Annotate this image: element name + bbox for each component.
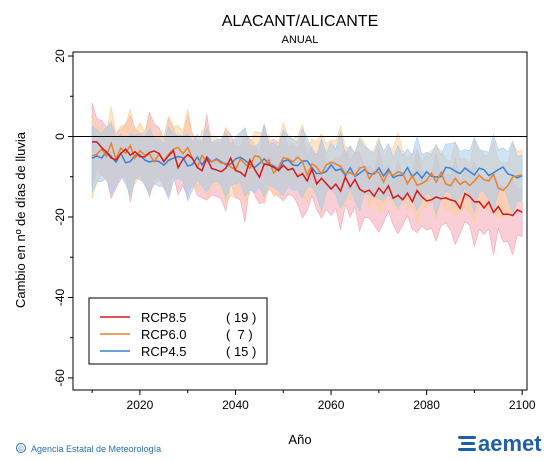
- chart-title: ALACANT/ALICANTE: [222, 13, 378, 30]
- y-axis: 20 0 -20 -40 -60: [53, 49, 73, 387]
- band-rcp45: [91, 123, 523, 216]
- credit-text: Agencia Estatal de Meteorología: [31, 444, 161, 454]
- x-tick-label: 2100: [509, 398, 536, 412]
- legend-label: RCP6.0: [141, 327, 187, 342]
- legend-count: ( 7 ): [226, 327, 253, 342]
- series-lines: [91, 140, 523, 217]
- copyright-icon: ©: [18, 445, 24, 453]
- x-axis: 2020 2040 2060 2080 2100: [91, 390, 536, 412]
- plot-area: [73, 102, 527, 256]
- legend: RCP8.5 ( 19 ) RCP6.0 ( 7 ) RCP4.5 ( 15 ): [88, 297, 268, 365]
- y-tick-label: 0: [53, 133, 67, 140]
- series-line-rcp85: [92, 140, 523, 217]
- footer-credit: © Agencia Estatal de Meteorología: [16, 443, 161, 454]
- chart-subtitle: ANUAL: [282, 34, 319, 46]
- x-tick-label: 2020: [127, 398, 154, 412]
- x-tick-label: 2040: [222, 398, 249, 412]
- y-tick-label: 20: [53, 49, 67, 63]
- plot-frame: [72, 51, 528, 391]
- series-line-rcp45: [91, 150, 523, 180]
- x-axis-label: Año: [288, 432, 311, 447]
- legend-label: RCP8.5: [141, 310, 187, 325]
- y-tick-label: -60: [53, 369, 67, 387]
- legend-count: ( 19 ): [226, 310, 256, 325]
- legend-box: [88, 297, 268, 365]
- legend-count: ( 15 ): [226, 344, 256, 359]
- y-tick-label: -40: [53, 288, 67, 306]
- x-tick-label: 2080: [413, 398, 440, 412]
- aemet-logo: aemet: [458, 431, 542, 456]
- x-tick-label: 2060: [318, 398, 345, 412]
- y-axis-label: Cambio en nº de días de lluvia: [13, 131, 28, 308]
- y-tick-label: -20: [53, 208, 67, 226]
- aemet-logo-icon: [458, 436, 476, 451]
- legend-label: RCP4.5: [141, 344, 187, 359]
- aemet-logo-text: aemet: [478, 431, 542, 456]
